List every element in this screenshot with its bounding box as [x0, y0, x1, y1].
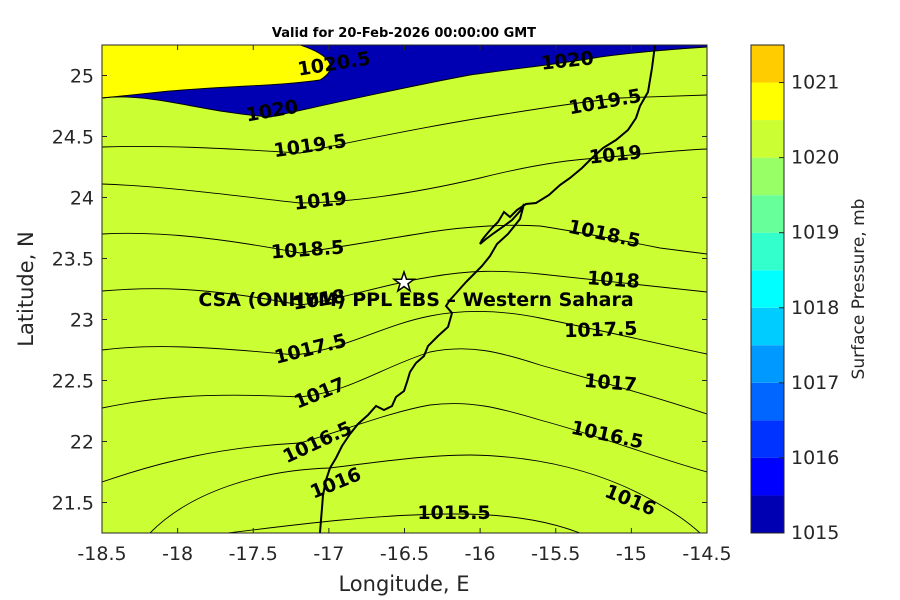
x-tick-label: -17: [313, 543, 344, 565]
colorbar-tick-label: 1020: [791, 147, 839, 169]
contour-label: 1018: [586, 267, 640, 293]
contour-label: 1017: [583, 370, 638, 397]
x-tick-label: -15.5: [531, 543, 580, 565]
y-tick-label: 22.5: [52, 371, 94, 393]
map-plot-area: [102, 45, 707, 533]
isobar-line: [102, 403, 707, 483]
colorbar-ticks: 1015 1016 1017 1018 1019 1020 1021: [779, 72, 839, 544]
contour-label: 1018.5: [270, 236, 345, 263]
x-axis-ticks: -18.5 -18 -17.5 -17 -16.5 -16 -15.5 -15 -14.5: [77, 45, 732, 565]
colorbar-swatch: [751, 457, 784, 496]
colorbar-swatch: [751, 82, 784, 121]
coastline: [319, 45, 656, 533]
y-axis-label: Latitude, N: [14, 231, 38, 347]
x-tick-label: -18: [162, 543, 193, 565]
isobar-line: [102, 46, 707, 118]
contour-label: 1020: [540, 47, 595, 74]
x-tick-label: -18.5: [77, 543, 126, 565]
colorbar: 1015 1016 1017 1018 1019 1020 1021 Surface Pre…: [750, 44, 869, 544]
y-tick-label: 24.5: [52, 127, 94, 149]
isobar-line: [149, 454, 701, 533]
colorbar-swatch: [751, 420, 784, 458]
colorbar-swatch: [751, 195, 784, 233]
colorbar-tick-label: 1021: [791, 72, 839, 94]
colorbar-frame: [750, 44, 785, 534]
x-tick-label: -15: [616, 543, 647, 565]
pressure-band: [102, 47, 707, 533]
isobar-line: [102, 224, 707, 255]
colorbar-swatch: [751, 45, 784, 83]
y-tick-label: 23: [70, 310, 94, 332]
colorbar-swatch: [751, 232, 784, 271]
isobar-line: [102, 270, 707, 306]
colorbar-swatch: [751, 157, 784, 196]
y-tick-label: 24: [70, 188, 94, 210]
colorbar-swatch: [751, 495, 784, 533]
x-tick-label: -16: [465, 543, 496, 565]
colorbar-swatch: [751, 345, 784, 383]
isobar-line: [102, 348, 707, 415]
x-axis-label: Longitude, E: [338, 572, 469, 596]
figure-title: Valid for 20-Feb-2026 00:00:00 GMT: [272, 26, 536, 41]
colorbar-swatches: [751, 45, 784, 533]
isobar-lines: [102, 45, 707, 533]
colorbar-swatch: [751, 382, 784, 421]
colorbar-swatch: [751, 270, 784, 308]
colorbar-tick-label: 1016: [791, 447, 839, 469]
star-icon: [391, 269, 417, 293]
y-tick-label: 21.5: [52, 493, 94, 515]
contour-label: 1017.5: [564, 318, 638, 343]
x-tick-label: -14.5: [682, 543, 731, 565]
pressure-band: [102, 45, 331, 98]
x-tick-label: -16.5: [380, 543, 429, 565]
isobar-line: [227, 513, 581, 533]
contour-label: 1019: [588, 141, 643, 168]
site-label: CSA (ONHYM) PPL EBS – Western Sahara: [198, 289, 633, 311]
y-tick-label: 22: [70, 432, 94, 454]
colorbar-tick-label: 1017: [791, 372, 839, 394]
y-tick-label: 23.5: [52, 249, 94, 271]
contour-label: 1019: [293, 187, 348, 214]
colorbar-swatch: [751, 307, 784, 346]
y-axis-ticks: 21.5 22 22.5 23 23.5 24 24.5 25: [52, 66, 707, 515]
isobar-line: [102, 311, 707, 356]
isobar-line: [102, 94, 707, 154]
contour-label: 1015.5: [417, 502, 490, 524]
colorbar-tick-label: 1018: [791, 297, 839, 319]
colorbar-label: Surface Pressure, mb: [849, 199, 869, 380]
colorbar-swatch: [751, 120, 784, 158]
pressure-bands: [102, 45, 707, 533]
site-marker: CSA (ONHYM) PPL EBS – Western Sahara: [198, 269, 634, 311]
isobar-line: [102, 148, 707, 204]
colorbar-tick-label: 1015: [791, 522, 839, 544]
y-tick-label: 25: [70, 66, 94, 88]
isobar-line: [102, 45, 331, 99]
x-tick-label: -17.5: [229, 543, 278, 565]
colorbar-tick-label: 1019: [791, 222, 839, 244]
